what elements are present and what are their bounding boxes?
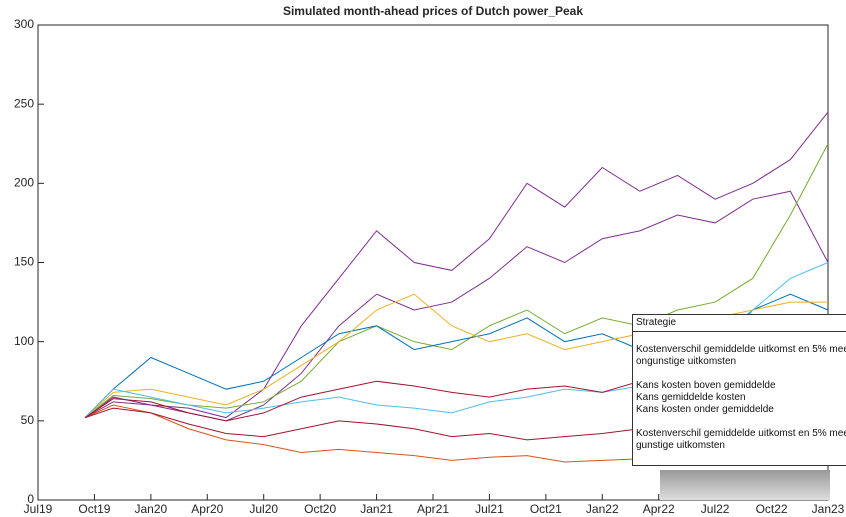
x-tick-label: Jul20 <box>249 502 278 516</box>
y-tick-label: 100 <box>14 334 34 348</box>
series-line <box>84 111 829 419</box>
panel-group: Kans kosten boven gemiddelde Kans gemidde… <box>633 380 846 416</box>
x-tick-label: Oct22 <box>756 502 788 516</box>
y-tick-label: 250 <box>14 96 34 110</box>
panel-group: Kostenverschil gemiddelde uitkomst en 5%… <box>633 344 846 368</box>
chart-title: Simulated month-ahead prices of Dutch po… <box>283 4 583 18</box>
panel-item: Kostenverschil gemiddelde uitkomst en 5%… <box>636 344 846 355</box>
panel-item: Kans kosten onder gemiddelde <box>636 404 774 415</box>
panel-group: Kostenverschil gemiddelde uitkomst en 5%… <box>633 428 846 452</box>
x-tick-label: Jan22 <box>586 502 619 516</box>
panel-item: ongunstige uitkomsten <box>636 356 737 367</box>
y-tick-label: 50 <box>21 413 35 427</box>
x-tick-label: Jul22 <box>701 502 730 516</box>
x-tick-label: Jul21 <box>475 502 504 516</box>
y-tick-label: 300 <box>14 17 34 31</box>
y-tick-label: 200 <box>14 176 34 190</box>
x-tick-label: Jan20 <box>135 502 168 516</box>
panel-item: gunstige uitkomsten <box>636 440 725 451</box>
x-tick-label: Apr21 <box>417 502 449 516</box>
strategy-panel: Strategie Kostenverschil gemiddelde uitk… <box>632 314 846 466</box>
y-tick-label: 0 <box>27 492 34 506</box>
x-tick-label: Jan23 <box>812 502 845 516</box>
y-tick-label: 150 <box>14 255 34 269</box>
x-tick-label: Oct19 <box>78 502 110 516</box>
panel-item: Kostenverschil gemiddelde uitkomst en 5%… <box>636 428 846 439</box>
x-tick-label: Oct20 <box>304 502 336 516</box>
x-tick-label: Apr22 <box>643 502 675 516</box>
series-line <box>84 143 829 419</box>
x-tick-label: Jul19 <box>24 502 53 516</box>
shadow <box>660 470 830 500</box>
x-tick-label: Apr20 <box>191 502 223 516</box>
panel-item: Kans gemiddelde kosten <box>636 392 746 403</box>
x-tick-label: Oct21 <box>530 502 562 516</box>
panel-header: Strategie <box>633 315 846 332</box>
x-tick-label: Jan21 <box>360 502 393 516</box>
panel-item: Kans kosten boven gemiddelde <box>636 380 776 391</box>
